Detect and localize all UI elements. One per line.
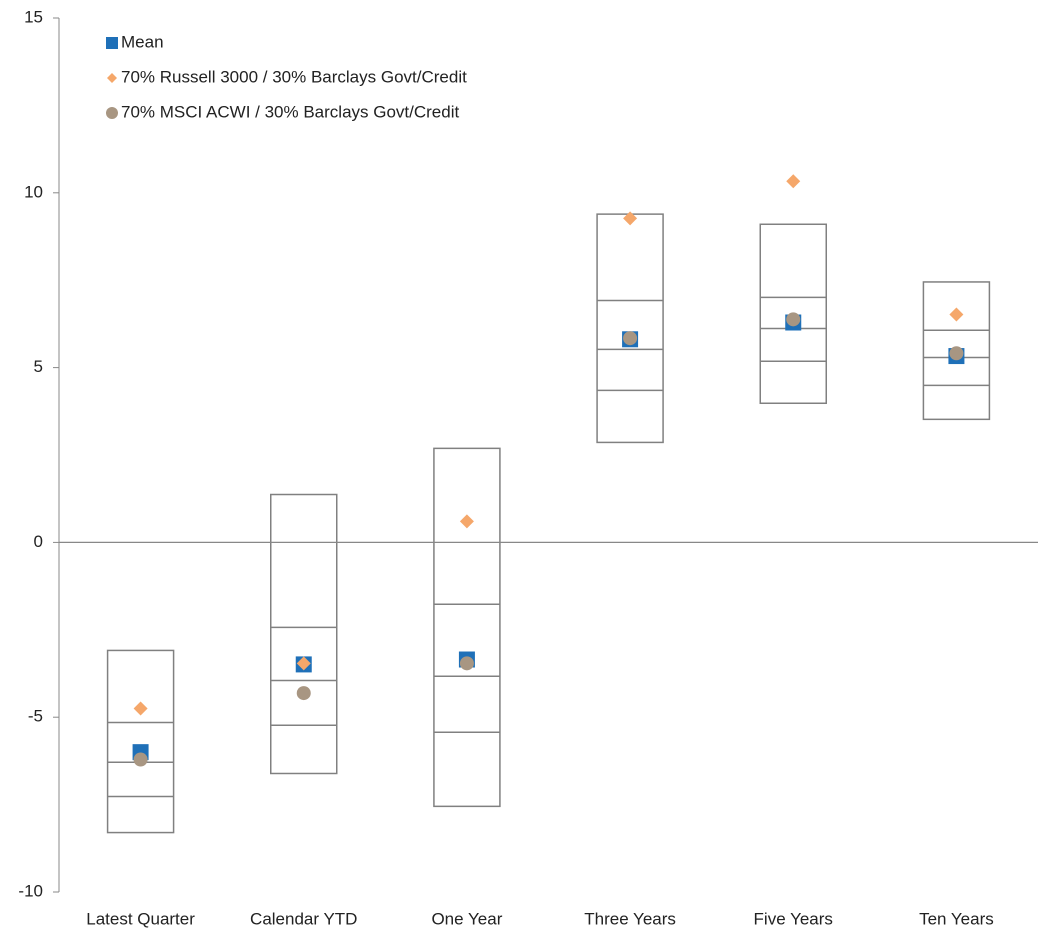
marker-circle — [786, 312, 801, 327]
y-tick-label: 10 — [24, 182, 43, 201]
y-tick-label: -10 — [18, 881, 43, 900]
marker-circle — [133, 752, 148, 767]
y-tick-label: 0 — [34, 532, 43, 551]
x-tick-label: Ten Years — [919, 909, 994, 928]
marker-diamond — [296, 656, 311, 671]
x-tick-label: Latest Quarter — [86, 909, 195, 928]
box — [106, 649, 175, 834]
marker-diamond — [949, 307, 964, 322]
box — [596, 213, 664, 444]
legend-marker — [106, 107, 118, 119]
box — [433, 447, 501, 808]
box — [922, 281, 991, 421]
marker-circle — [296, 686, 311, 701]
legend-marker — [107, 73, 117, 83]
x-tick-label: Three Years — [584, 909, 676, 928]
marker-diamond — [459, 514, 474, 529]
marker-circle — [623, 331, 638, 346]
y-tick-label: -5 — [28, 707, 43, 726]
x-tick-label: Calendar YTD — [250, 909, 357, 928]
marker-circle — [459, 656, 474, 671]
y-tick-label: 15 — [24, 7, 43, 26]
marker-diamond — [623, 211, 638, 226]
box — [270, 493, 338, 775]
legend-marker — [106, 37, 118, 49]
x-tick-label: Five Years — [754, 909, 833, 928]
marker-circle — [949, 346, 964, 361]
y-tick-label: 5 — [34, 357, 43, 376]
legend-label: Mean — [121, 32, 164, 51]
x-tick-label: One Year — [431, 909, 502, 928]
legend-label: 70% Russell 3000 / 30% Barclays Govt/Cre… — [121, 67, 467, 86]
legend-label: 70% MSCI ACWI / 30% Barclays Govt/Credit — [121, 102, 459, 121]
marker-diamond — [133, 701, 148, 716]
marker-diamond — [786, 174, 801, 189]
